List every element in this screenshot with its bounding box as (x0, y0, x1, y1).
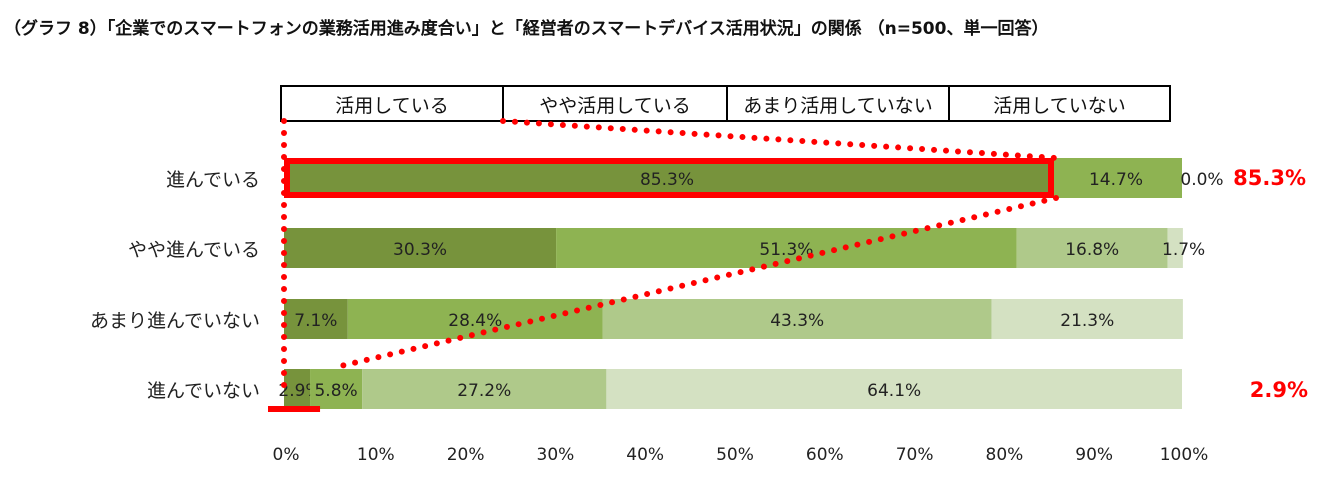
legend-box (502, 85, 728, 122)
bar-segment (1049, 158, 1182, 198)
x-tick-label: 30% (537, 445, 575, 465)
category-label: やや進んでいる (128, 239, 260, 261)
legend-label: やや活用している (539, 95, 690, 117)
highlight-box (284, 158, 1054, 198)
category-label: 進んでいる (166, 169, 260, 191)
bar-segment (1167, 228, 1183, 268)
data-label: 27.2% (457, 381, 511, 401)
legend-label: 活用していない (993, 95, 1125, 117)
legend-box (948, 85, 1171, 122)
data-label: 64.1% (867, 381, 921, 401)
data-label: 5.8% (314, 381, 357, 401)
legend-label: あまり活用していない (743, 95, 932, 117)
bar-segment (284, 158, 1050, 198)
data-label: 85.3% (640, 170, 694, 190)
x-tick-label: 10% (357, 445, 395, 465)
category-label: 進んでいない (147, 380, 260, 402)
bar-segment (310, 369, 363, 409)
highlight-value: 85.3% (1233, 166, 1306, 190)
category-label: あまり進んでいない (90, 310, 260, 332)
data-label: 1.7% (1162, 240, 1205, 260)
bar-segment (347, 299, 603, 339)
x-tick-label: 0% (273, 445, 300, 465)
x-tick-label: 20% (447, 445, 485, 465)
x-tick-label: 70% (896, 445, 934, 465)
data-label: 16.8% (1065, 240, 1119, 260)
x-tick-label: 100% (1160, 445, 1209, 465)
bar-segment (606, 369, 1182, 409)
chart-title: （グラフ 8）「企業でのスマートフォンの業務活用進み度合い」と「経営者のスマート… (4, 19, 1049, 39)
x-tick-label: 50% (716, 445, 754, 465)
x-tick-label: 80% (986, 445, 1024, 465)
dotted-connector (500, 118, 1059, 161)
x-tick-label: 60% (806, 445, 844, 465)
bar-segment (991, 299, 1183, 339)
x-tick-label: 40% (626, 445, 664, 465)
data-label: 21.3% (1060, 311, 1114, 331)
x-tick-label: 90% (1075, 445, 1113, 465)
data-label: 7.1% (294, 311, 337, 331)
data-label: 51.3% (759, 240, 813, 260)
data-label: 30.3% (393, 240, 447, 260)
bar-segment (284, 228, 557, 268)
bar-segment (1016, 228, 1168, 268)
bar-segment (284, 369, 311, 409)
data-label: 14.7% (1089, 170, 1143, 190)
highlight-value: 2.9% (1250, 378, 1308, 402)
data-label: 43.3% (770, 311, 824, 331)
bar-segment (602, 299, 992, 339)
data-label: 0.0% (1180, 170, 1223, 190)
dotted-connector (329, 195, 1059, 371)
bar-segment (362, 369, 607, 409)
legend-label: 活用している (335, 95, 448, 117)
data-label: 28.4% (448, 311, 502, 331)
bar-segment (284, 299, 348, 339)
